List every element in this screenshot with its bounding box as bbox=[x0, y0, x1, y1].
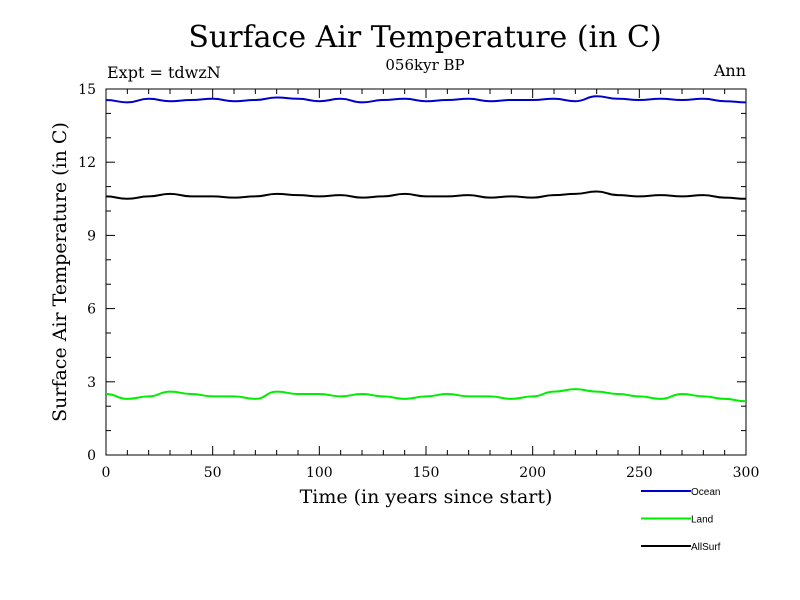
x-tick-label: 200 bbox=[519, 465, 546, 481]
x-axis: 0 50 100 150 200 250 300 bbox=[102, 89, 760, 481]
x-tick-label: 100 bbox=[306, 465, 333, 481]
y-axis-label: Surface Air Temperature (in C) bbox=[49, 122, 71, 422]
x-tick-label: 150 bbox=[413, 465, 440, 481]
chart-title: Surface Air Temperature (in C) bbox=[188, 20, 661, 55]
series-line-ocean bbox=[105, 95, 747, 104]
series-line-land bbox=[105, 388, 747, 403]
y-tick-label: 15 bbox=[78, 82, 96, 98]
series-group bbox=[105, 95, 747, 403]
legend-label: Land bbox=[691, 515, 713, 526]
y-axis: 0 3 6 9 12 15 bbox=[78, 82, 746, 464]
y-tick-label: 3 bbox=[87, 375, 96, 391]
legend: Ocean Land AllSurf bbox=[641, 487, 721, 553]
y-tick-label: 9 bbox=[87, 228, 96, 244]
legend-label: Ocean bbox=[691, 487, 720, 498]
x-tick-label: 0 bbox=[102, 465, 111, 481]
x-axis-label: Time (in years since start) bbox=[300, 486, 553, 508]
experiment-label: Expt = tdwzN bbox=[107, 63, 221, 82]
y-tick-label: 6 bbox=[87, 302, 96, 318]
x-tick-label: 300 bbox=[733, 465, 760, 481]
series-line-allsurf bbox=[105, 190, 747, 200]
chart-subtitle: 056kyr BP bbox=[385, 56, 464, 74]
y-tick-label: 12 bbox=[78, 155, 96, 171]
x-tick-label: 50 bbox=[204, 465, 222, 481]
x-tick-label: 250 bbox=[626, 465, 653, 481]
plot-frame bbox=[105, 88, 747, 456]
y-tick-label: 0 bbox=[87, 448, 96, 464]
season-label: Ann bbox=[713, 61, 746, 80]
legend-label: AllSurf bbox=[691, 542, 721, 553]
